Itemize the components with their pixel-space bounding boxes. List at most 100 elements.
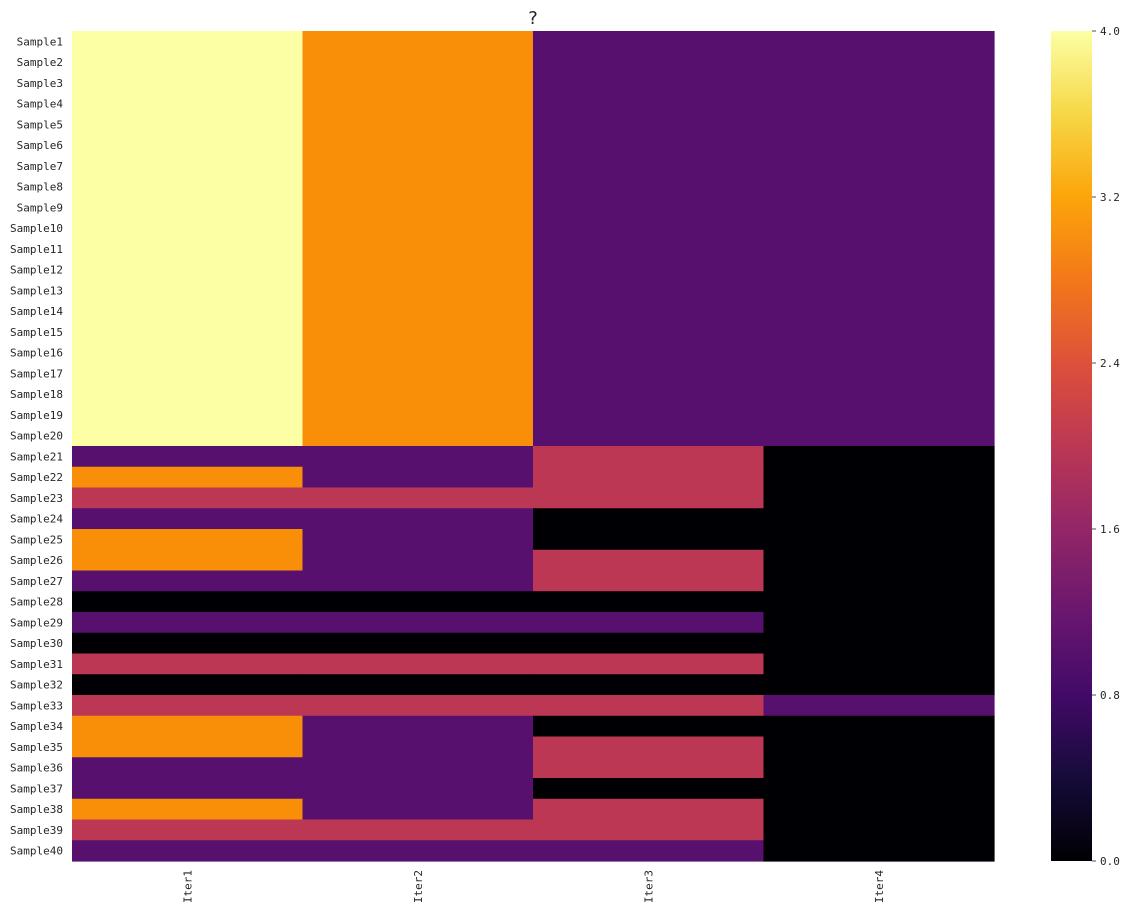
x-tick-label: Iter1	[181, 870, 194, 903]
heatmap-cell	[302, 570, 534, 592]
heatmap-cell	[302, 653, 534, 675]
heatmap-cell	[302, 238, 534, 260]
colorbar-tick-label: 4.0	[1100, 25, 1120, 38]
heatmap-cell	[533, 197, 765, 219]
heatmap-cell	[763, 238, 995, 260]
heatmap-cell	[763, 300, 995, 323]
y-tick-label: Sample39	[10, 824, 63, 837]
heatmap-cell	[72, 487, 304, 509]
heatmap-cell	[533, 757, 765, 779]
y-tick-label: Sample19	[10, 409, 63, 422]
heatmap-cell	[302, 508, 534, 530]
heatmap-cell	[763, 466, 995, 489]
colorbar	[1051, 31, 1092, 861]
y-tick-label: Sample38	[10, 803, 63, 816]
y-tick-label: Sample15	[10, 326, 63, 339]
colorbar-tick-label: 3.2	[1100, 191, 1120, 204]
heatmap-cell	[72, 715, 304, 738]
heatmap-cell	[302, 591, 534, 613]
colorbar-tick-label: 0.8	[1100, 689, 1120, 702]
heatmap-cell	[302, 155, 534, 177]
heatmap-cell	[763, 632, 995, 655]
heatmap-cell	[763, 93, 995, 115]
heatmap-cell	[533, 280, 765, 302]
heatmap-cell	[72, 93, 304, 115]
y-tick-label: Sample5	[17, 118, 63, 131]
y-tick-label: Sample10	[10, 222, 63, 235]
heatmap-cell	[533, 466, 765, 489]
heatmap-cell	[763, 798, 995, 821]
heatmap-cell	[533, 632, 765, 655]
heatmap-cell	[302, 529, 534, 551]
heatmap-cell	[302, 259, 534, 281]
heatmap-cell	[302, 280, 534, 302]
heatmap-cell	[763, 549, 995, 572]
heatmap-cell	[302, 404, 534, 426]
heatmap-cell	[302, 819, 534, 841]
heatmap-cell	[533, 93, 765, 115]
y-tick-label: Sample23	[10, 492, 63, 505]
y-tick-label: Sample25	[10, 533, 63, 546]
heatmap-cell	[763, 591, 995, 613]
heatmap-cell	[72, 653, 304, 675]
heatmap-cell	[763, 674, 995, 696]
y-tick-label: Sample13	[10, 284, 63, 297]
heatmap-cell	[302, 31, 534, 53]
heatmap-cell	[302, 840, 534, 862]
heatmap-cell	[72, 31, 304, 53]
heatmap-cell	[763, 217, 995, 240]
y-tick-label: Sample27	[10, 575, 63, 588]
heatmap-cell	[763, 612, 995, 634]
heatmap-cell	[302, 197, 534, 219]
heatmap-cell	[302, 466, 534, 489]
heatmap-cell	[763, 736, 995, 758]
heatmap-cell	[72, 114, 304, 136]
heatmap-cell	[72, 757, 304, 779]
y-tick-label: Sample4	[17, 98, 64, 111]
heatmap-cell	[763, 259, 995, 281]
y-tick-label: Sample29	[10, 616, 63, 629]
heatmap-cell	[763, 529, 995, 551]
heatmap-cell	[763, 425, 995, 447]
heatmap-cell	[302, 217, 534, 240]
heatmap-cell	[72, 383, 304, 406]
heatmap-cell	[72, 321, 304, 343]
y-tick-label: Sample16	[10, 347, 63, 360]
heatmap-cell	[302, 114, 534, 136]
heatmap-cell	[302, 176, 534, 198]
heatmap-cell	[72, 425, 304, 447]
heatmap-cell	[302, 549, 534, 572]
heatmap-cell	[763, 508, 995, 530]
heatmap-cell	[763, 570, 995, 592]
x-tick-labels: Iter1 Iter2 Iter3 Iter4	[181, 870, 886, 903]
heatmap-cell	[72, 342, 304, 364]
x-tick-label: Iter4	[873, 870, 886, 903]
y-tick-label: Sample17	[10, 367, 63, 380]
heatmap-cell	[72, 549, 304, 572]
heatmap-cell	[763, 134, 995, 157]
heatmap-cell	[763, 487, 995, 509]
y-tick-label: Sample31	[10, 658, 63, 671]
heatmap-cell	[533, 114, 765, 136]
y-tick-labels: Sample1 Sample2 Sample3 Sample4 Sample5 Sampl…	[10, 35, 63, 857]
heatmap-cell	[533, 778, 765, 800]
x-tick-label: Iter2	[412, 870, 425, 903]
heatmap-cell	[533, 176, 765, 198]
heatmap-cell	[763, 819, 995, 841]
heatmap-cell	[763, 51, 995, 74]
heatmap-cell	[302, 632, 534, 655]
heatmap-cell	[302, 798, 534, 821]
heatmap-cell	[72, 217, 304, 240]
heatmap-cell	[302, 674, 534, 696]
heatmap-cell	[763, 778, 995, 800]
heatmap-cell	[72, 259, 304, 281]
heatmap-cell	[763, 72, 995, 94]
y-tick-label: Sample40	[10, 845, 63, 858]
heatmap-cell	[72, 778, 304, 800]
y-tick-label: Sample2	[17, 56, 63, 69]
heatmap-cell	[72, 695, 304, 717]
heatmap-cell	[763, 197, 995, 219]
heatmap-cell	[72, 529, 304, 551]
heatmap-cell	[72, 363, 304, 385]
y-tick-label: Sample35	[10, 741, 63, 754]
